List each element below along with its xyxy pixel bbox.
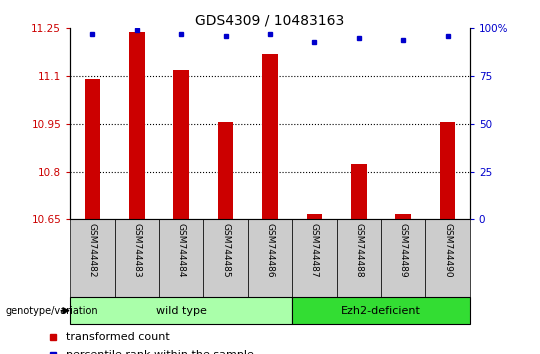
Bar: [70, 219, 114, 297]
Text: percentile rank within the sample: percentile rank within the sample: [66, 350, 254, 354]
Text: Ezh2-deficient: Ezh2-deficient: [341, 306, 421, 316]
Bar: [381, 219, 426, 297]
Bar: [114, 219, 159, 297]
Text: genotype/variation: genotype/variation: [5, 306, 98, 316]
Text: GSM744486: GSM744486: [266, 223, 274, 278]
Text: transformed count: transformed count: [66, 332, 170, 342]
Text: GSM744488: GSM744488: [354, 223, 363, 278]
Text: GSM744485: GSM744485: [221, 223, 230, 278]
Bar: [292, 219, 336, 297]
Text: GSM744490: GSM744490: [443, 223, 452, 278]
Bar: [440, 122, 455, 219]
Bar: [218, 122, 233, 219]
Bar: [262, 54, 278, 219]
Bar: [173, 70, 189, 219]
Bar: [351, 164, 367, 219]
Text: wild type: wild type: [156, 306, 207, 316]
Bar: [307, 214, 322, 219]
Bar: [426, 219, 470, 297]
Title: GDS4309 / 10483163: GDS4309 / 10483163: [195, 13, 345, 27]
Text: GSM744487: GSM744487: [310, 223, 319, 278]
Bar: [159, 219, 204, 297]
Bar: [336, 219, 381, 297]
Text: GSM744482: GSM744482: [88, 223, 97, 278]
Bar: [204, 219, 248, 297]
Bar: [292, 297, 470, 324]
Bar: [85, 79, 100, 219]
Bar: [70, 297, 292, 324]
Bar: [129, 32, 145, 219]
Bar: [395, 214, 411, 219]
Text: GSM744483: GSM744483: [132, 223, 141, 278]
Text: GSM744489: GSM744489: [399, 223, 408, 278]
Text: GSM744484: GSM744484: [177, 223, 186, 278]
Bar: [248, 219, 292, 297]
